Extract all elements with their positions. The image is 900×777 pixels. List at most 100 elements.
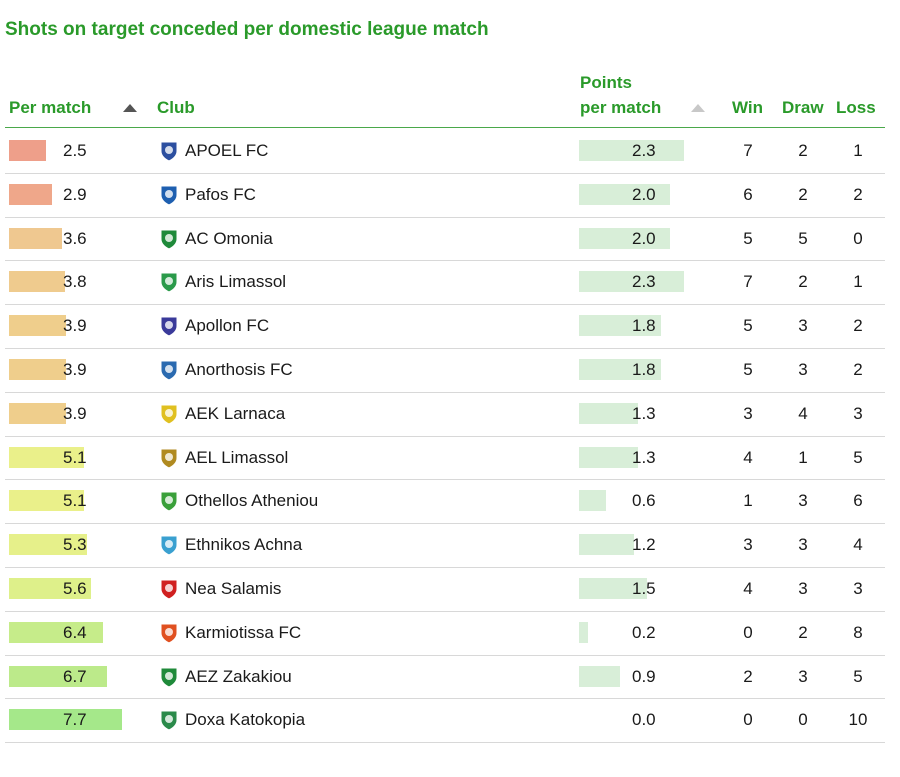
header-win[interactable]: Win	[732, 98, 764, 117]
ppm-bar	[579, 315, 661, 337]
header-draw[interactable]: Draw	[782, 98, 824, 117]
chart-title: Shots on target conceded per domestic le…	[5, 19, 489, 40]
club-name[interactable]: Doxa Katokopia	[185, 710, 306, 730]
loss-value: 3	[853, 579, 863, 598]
club-crest-icon	[160, 535, 178, 556]
club-name[interactable]: AC Omonia	[185, 228, 273, 248]
draw-value: 3	[798, 360, 808, 379]
shots-value: 3.9	[63, 316, 87, 336]
ppm-value: 0.2	[632, 622, 656, 642]
club-crest-icon	[160, 360, 178, 381]
shots-bar	[9, 315, 66, 337]
header-loss[interactable]: Loss	[836, 98, 876, 117]
draw-value: 3	[798, 666, 808, 686]
ppm-bar	[579, 578, 647, 599]
shots-bar	[9, 665, 107, 687]
club-name[interactable]: Aris Limassol	[185, 272, 287, 292]
win-value: 4	[743, 579, 753, 598]
shots-bar	[9, 271, 65, 293]
ppm-value: 1.3	[632, 403, 656, 423]
ppm-value: 1.2	[632, 535, 656, 555]
shots-value: 2.5	[63, 141, 87, 160]
ppm-value: 1.3	[632, 447, 656, 467]
shots-value: 6.4	[63, 622, 87, 642]
club-name[interactable]: Nea Salamis	[185, 579, 282, 598]
ppm-value: 1.8	[632, 316, 656, 336]
draw-value: 3	[798, 491, 808, 511]
club-name[interactable]: Pafos FC	[185, 184, 256, 204]
row-divider	[5, 567, 885, 568]
ppm-bar	[579, 183, 670, 205]
ppm-value: 2.3	[632, 272, 656, 292]
club-crest-icon	[160, 316, 178, 337]
win-value: 7	[743, 272, 753, 292]
club-name[interactable]: AEK Larnaca	[185, 403, 286, 423]
loss-value: 2	[853, 360, 863, 379]
draw-value: 4	[798, 403, 808, 423]
win-value: 7	[743, 141, 753, 160]
loss-value: 10	[848, 710, 868, 730]
sort-asc-icon[interactable]	[123, 104, 137, 112]
shots-bar	[9, 490, 84, 512]
club-name[interactable]: APOEL FC	[185, 141, 269, 160]
ppm-value: 2.0	[632, 228, 656, 248]
shots-value: 3.9	[63, 360, 87, 379]
shots-value: 3.6	[63, 228, 87, 248]
club-crest-icon	[160, 710, 178, 731]
club-name[interactable]: Ethnikos Achna	[185, 535, 303, 555]
win-value: 5	[743, 360, 753, 379]
loss-value: 2	[853, 316, 863, 336]
loss-value: 5	[853, 666, 863, 686]
club-name[interactable]: Apollon FC	[185, 316, 270, 336]
row-divider	[5, 654, 885, 656]
header-per-match[interactable]: Per match	[9, 98, 92, 117]
ppm-value: 0.0	[632, 710, 656, 730]
shots-bar	[9, 578, 91, 599]
row-divider	[5, 216, 885, 218]
row-divider	[5, 260, 885, 262]
club-crest-icon	[160, 667, 178, 688]
draw-value: 5	[798, 228, 808, 248]
club-name[interactable]: Karmiotissa FC	[185, 622, 302, 642]
shots-bar	[9, 446, 84, 468]
ppm-bar	[579, 271, 684, 293]
shots-value: 3.9	[63, 403, 87, 423]
shots-bar	[9, 227, 62, 249]
club-crest-icon	[160, 623, 178, 644]
ppm-value: 0.9	[632, 666, 656, 686]
ppm-bar	[579, 490, 606, 512]
shots-value: 5.1	[63, 447, 87, 467]
shots-value: 5.3	[63, 535, 87, 555]
club-name[interactable]: Othellos Atheniou	[185, 491, 319, 511]
club-name[interactable]: Anorthosis FC	[185, 360, 293, 379]
row-divider	[5, 172, 885, 174]
ppm-bar	[579, 402, 638, 424]
header-ppm-line2[interactable]: per match	[580, 98, 662, 117]
ppm-bar	[579, 446, 638, 468]
club-name[interactable]: AEZ Zakakiou	[185, 666, 292, 686]
draw-value: 2	[798, 622, 808, 642]
ppm-value: 1.8	[632, 360, 656, 379]
club-crest-icon	[160, 448, 178, 469]
row-divider	[5, 742, 885, 744]
ppm-value: 0.6	[632, 491, 656, 511]
header-ppm-line1[interactable]: Points	[580, 73, 632, 92]
ppm-bar	[579, 227, 670, 249]
loss-value: 0	[853, 228, 863, 248]
shots-value: 5.1	[63, 491, 87, 511]
shots-bar	[9, 709, 122, 731]
shots-bar	[9, 534, 87, 556]
shots-value: 5.6	[63, 579, 87, 598]
club-name[interactable]: AEL Limassol	[185, 447, 289, 467]
ppm-bar	[579, 665, 620, 687]
club-crest-icon	[160, 491, 178, 512]
shots-value: 6.7	[63, 666, 87, 686]
club-crest-icon	[160, 272, 178, 293]
ppm-value: 2.0	[632, 184, 656, 204]
draw-value: 2	[798, 272, 808, 292]
draw-value: 3	[798, 316, 808, 336]
header-club[interactable]: Club	[157, 98, 195, 117]
draw-value: 2	[798, 141, 808, 160]
club-crest-icon	[160, 185, 178, 206]
sort-inactive-icon[interactable]	[691, 104, 705, 112]
